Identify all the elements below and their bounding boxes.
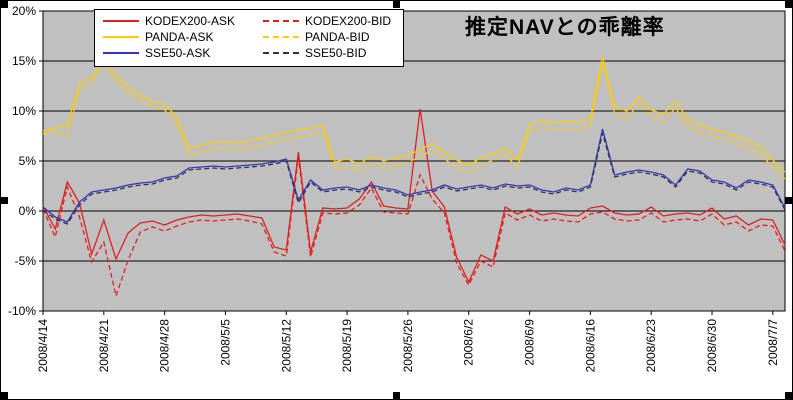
y-tick-label: 5% — [19, 154, 37, 168]
resize-handle-bottom-middle[interactable] — [393, 392, 400, 399]
legend-label: PANDA-ASK — [145, 30, 214, 44]
x-tick-label: 2008/7/7 — [766, 319, 780, 366]
legend-line-sample — [103, 20, 139, 22]
series-line-kodex200-bid[interactable] — [42, 156, 786, 299]
legend-label: KODEX200-BID — [305, 14, 392, 28]
x-tick-label: 2008/5/26 — [401, 319, 415, 373]
x-tick-label: 2008/4/21 — [97, 319, 111, 373]
legend-line-sample — [263, 36, 300, 38]
x-tick-label: 2008/6/23 — [644, 319, 658, 373]
x-tick-label: 2008/4/28 — [158, 319, 172, 373]
series-line-panda-ask[interactable] — [42, 55, 786, 173]
resize-handle-top-left[interactable] — [1, 1, 8, 8]
legend-label: PANDA-BID — [305, 30, 370, 44]
legend-item-sse50-bid[interactable]: SSE50-BID — [263, 46, 391, 60]
x-tick-label: 2008/6/30 — [705, 319, 719, 373]
x-tick-label: 2008/6/2 — [462, 319, 476, 366]
legend-line-sample — [103, 36, 139, 38]
x-tick-label: 2008/5/5 — [218, 319, 232, 366]
legend-item-panda-ask[interactable]: PANDA-ASK — [103, 30, 235, 44]
y-tick-label: 15% — [12, 54, 36, 68]
legend-line-sample — [263, 20, 300, 22]
resize-handle-middle-right[interactable] — [785, 197, 792, 204]
x-tick-label: 2008/5/19 — [340, 319, 354, 373]
series-line-panda-bid[interactable] — [42, 62, 786, 180]
legend[interactable]: KODEX200-ASK KODEX200-BID PANDA-ASK PAND… — [94, 9, 405, 67]
y-tick-label: 10% — [12, 104, 36, 118]
y-tick-label: -5% — [15, 254, 37, 268]
legend-item-sse50-ask[interactable]: SSE50-ASK — [103, 46, 235, 60]
chart-title: 推定NAVとの乖離率 — [465, 16, 665, 39]
legend-label: KODEX200-ASK — [145, 14, 236, 28]
x-tick-label: 2008/6/9 — [523, 319, 537, 366]
y-tick-label: 0% — [19, 204, 37, 218]
resize-handle-bottom-left[interactable] — [1, 392, 8, 399]
legend-label: SSE50-BID — [305, 46, 367, 60]
y-tick-label: -10% — [8, 304, 36, 318]
x-tick-label: 2008/6/16 — [583, 319, 597, 373]
legend-line-sample — [263, 52, 300, 54]
resize-handle-top-middle[interactable] — [393, 1, 400, 8]
resize-handle-bottom-right[interactable] — [785, 392, 792, 399]
legend-item-kodex200-bid[interactable]: KODEX200-BID — [263, 14, 391, 28]
series-line-sse50-bid[interactable] — [42, 132, 786, 225]
legend-item-panda-bid[interactable]: PANDA-BID — [263, 30, 391, 44]
legend-item-kodex200-ask[interactable]: KODEX200-ASK — [103, 14, 235, 28]
x-tick-label: 2008/5/12 — [279, 319, 293, 373]
resize-handle-top-right[interactable] — [785, 1, 792, 8]
resize-handle-middle-left[interactable] — [1, 197, 8, 204]
legend-label: SSE50-ASK — [145, 46, 211, 60]
y-tick-label: 20% — [12, 4, 36, 18]
x-tick-label: 2008/4/14 — [36, 319, 50, 373]
series-line-sse50-ask[interactable] — [42, 128, 786, 223]
legend-line-sample — [103, 52, 139, 54]
